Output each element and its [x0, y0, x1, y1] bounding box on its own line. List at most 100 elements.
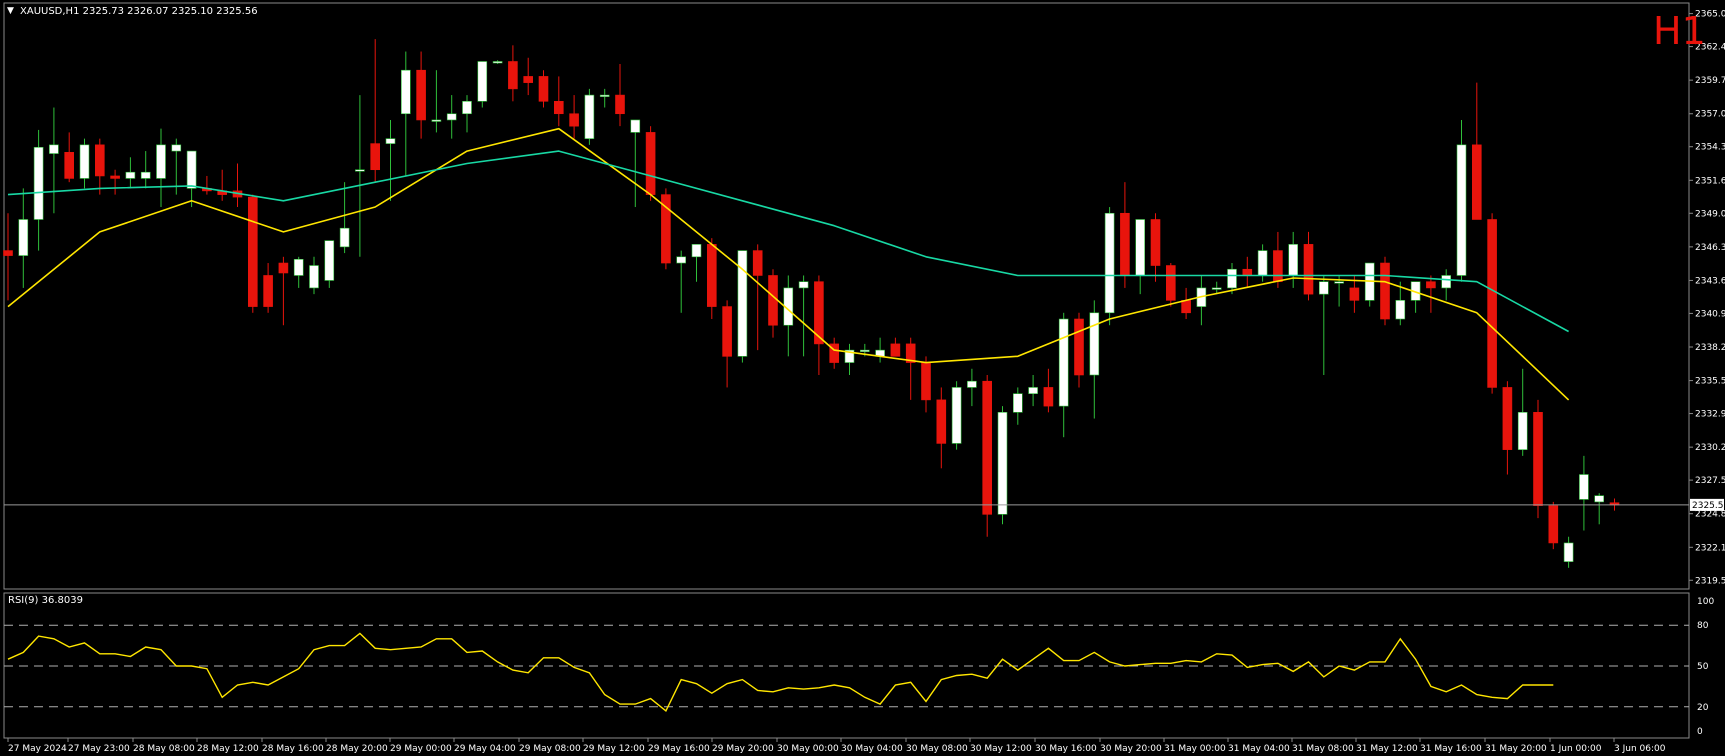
time-tick-label: 30 May 08:00 — [906, 744, 968, 754]
price-tick-label: 2365.05 — [1695, 10, 1725, 20]
bull-candle — [1579, 474, 1589, 500]
symbol-info-line: XAUUSD,H1 2325.73 2326.07 2325.10 2325.5… — [20, 6, 258, 17]
current-price-label: 2325.56 — [1692, 501, 1725, 511]
main-panel-frame — [3, 2, 1690, 590]
bear-candle — [1548, 505, 1559, 544]
bull-candle — [1089, 312, 1100, 376]
price-tick-label: 2335.55 — [1695, 377, 1725, 387]
bull-candle — [1288, 244, 1298, 276]
bull-candle — [171, 144, 182, 152]
bull-candle — [1594, 495, 1604, 503]
bear-candle — [1303, 244, 1314, 295]
bull-candle — [691, 244, 702, 258]
ma-slow-line — [7, 150, 1569, 333]
price-tick-label: 2338.25 — [1695, 343, 1725, 353]
rsi-level-label: 80 — [1697, 621, 1709, 631]
bull-candle — [385, 138, 396, 144]
price-tick-label: 2324.85 — [1695, 510, 1725, 520]
bear-candle — [1120, 212, 1130, 276]
current-price-tag: 2325.56 — [1690, 498, 1725, 511]
price-tick-label: 2322.15 — [1695, 543, 1725, 553]
time-tick-label: 29 May 16:00 — [648, 744, 710, 754]
bear-candle — [278, 262, 289, 274]
bull-candle — [79, 144, 90, 179]
bear-candle — [1181, 300, 1191, 314]
time-tick-label: 31 May 00:00 — [1164, 744, 1226, 754]
price-tick-label: 2354.35 — [1695, 143, 1725, 153]
bear-candle — [768, 275, 778, 326]
rsi-level-label: 50 — [1697, 662, 1709, 672]
bull-candle — [1395, 300, 1406, 320]
rsi-level-label: 20 — [1697, 703, 1709, 713]
rsi-title: RSI(9) 36.8039 — [8, 595, 83, 606]
price-tick-label: 2357.00 — [1695, 110, 1725, 120]
time-tick-label: 29 May 12:00 — [583, 744, 645, 754]
bull-candle — [844, 349, 855, 363]
bear-candle — [645, 132, 656, 195]
rsi-layer — [4, 624, 1689, 712]
bear-candle — [3, 250, 13, 256]
bull-candle — [18, 219, 29, 256]
bull-candle — [1456, 144, 1467, 276]
bear-candle — [1380, 262, 1390, 320]
bull-candle — [431, 119, 442, 122]
moving-average-layer — [7, 127, 1570, 401]
time-tick-label: 28 May 20:00 — [326, 744, 388, 754]
bull-candle — [33, 147, 44, 220]
bull-candle — [1135, 219, 1145, 276]
bear-candle — [936, 399, 947, 444]
bear-candle — [921, 362, 931, 401]
bull-candle — [951, 387, 962, 444]
time-tick-label: 29 May 08:00 — [519, 744, 581, 754]
rsi-line — [7, 632, 1554, 712]
bull-candle — [125, 171, 136, 179]
bull-candle — [462, 101, 472, 115]
bull-candle — [1211, 287, 1222, 290]
bear-candle — [538, 76, 549, 102]
bull-candle — [339, 227, 350, 248]
bear-candle — [1426, 281, 1436, 289]
price-tick-label: 2340.95 — [1695, 309, 1725, 319]
bull-candle — [1334, 281, 1344, 284]
bear-candle — [722, 306, 732, 357]
bear-candle — [553, 101, 564, 115]
time-tick-label: 29 May 00:00 — [390, 744, 452, 754]
bear-candle — [890, 343, 901, 357]
bull-candle — [1028, 387, 1038, 394]
bull-candle — [156, 144, 166, 179]
time-tick-label: 28 May 08:00 — [133, 744, 195, 754]
bull-candle — [859, 349, 870, 352]
bear-candle — [1273, 250, 1283, 282]
symbol-dropdown-icon[interactable]: ▼ — [7, 6, 14, 16]
price-tick-label: 2359.70 — [1695, 76, 1725, 86]
bull-candle — [309, 265, 319, 289]
bull-candle — [355, 169, 365, 172]
bear-candle — [1166, 265, 1176, 301]
bear-candle — [661, 194, 671, 264]
bear-candle — [706, 244, 717, 307]
bear-candle — [569, 113, 579, 127]
bear-candle — [370, 143, 381, 171]
time-tick-label: 30 May 16:00 — [1035, 744, 1097, 754]
bear-candle — [1487, 219, 1497, 388]
time-tick-label: 29 May 04:00 — [454, 744, 516, 754]
price-tick-label: 2351.65 — [1695, 176, 1725, 186]
time-tick-label: 31 May 16:00 — [1420, 744, 1482, 754]
bear-candle — [416, 69, 426, 121]
bear-candle — [263, 275, 273, 307]
bull-candle — [1058, 318, 1069, 407]
bull-candle — [1563, 542, 1574, 562]
bull-candle — [1012, 393, 1023, 413]
bear-candle — [1533, 412, 1543, 506]
rsi-axis: 100 80 50 20 0 — [1697, 597, 1714, 737]
bear-candle — [1502, 387, 1513, 450]
time-tick-label: 28 May 16:00 — [262, 744, 324, 754]
bull-candle — [676, 256, 687, 264]
bear-candle — [1043, 387, 1054, 407]
time-tick-label: 1 Jun 00:00 — [1550, 744, 1602, 754]
bull-candle — [798, 281, 809, 289]
time-tick-label: 31 May 20:00 — [1485, 744, 1547, 754]
bear-candle — [508, 61, 518, 90]
bull-candle — [630, 119, 641, 133]
